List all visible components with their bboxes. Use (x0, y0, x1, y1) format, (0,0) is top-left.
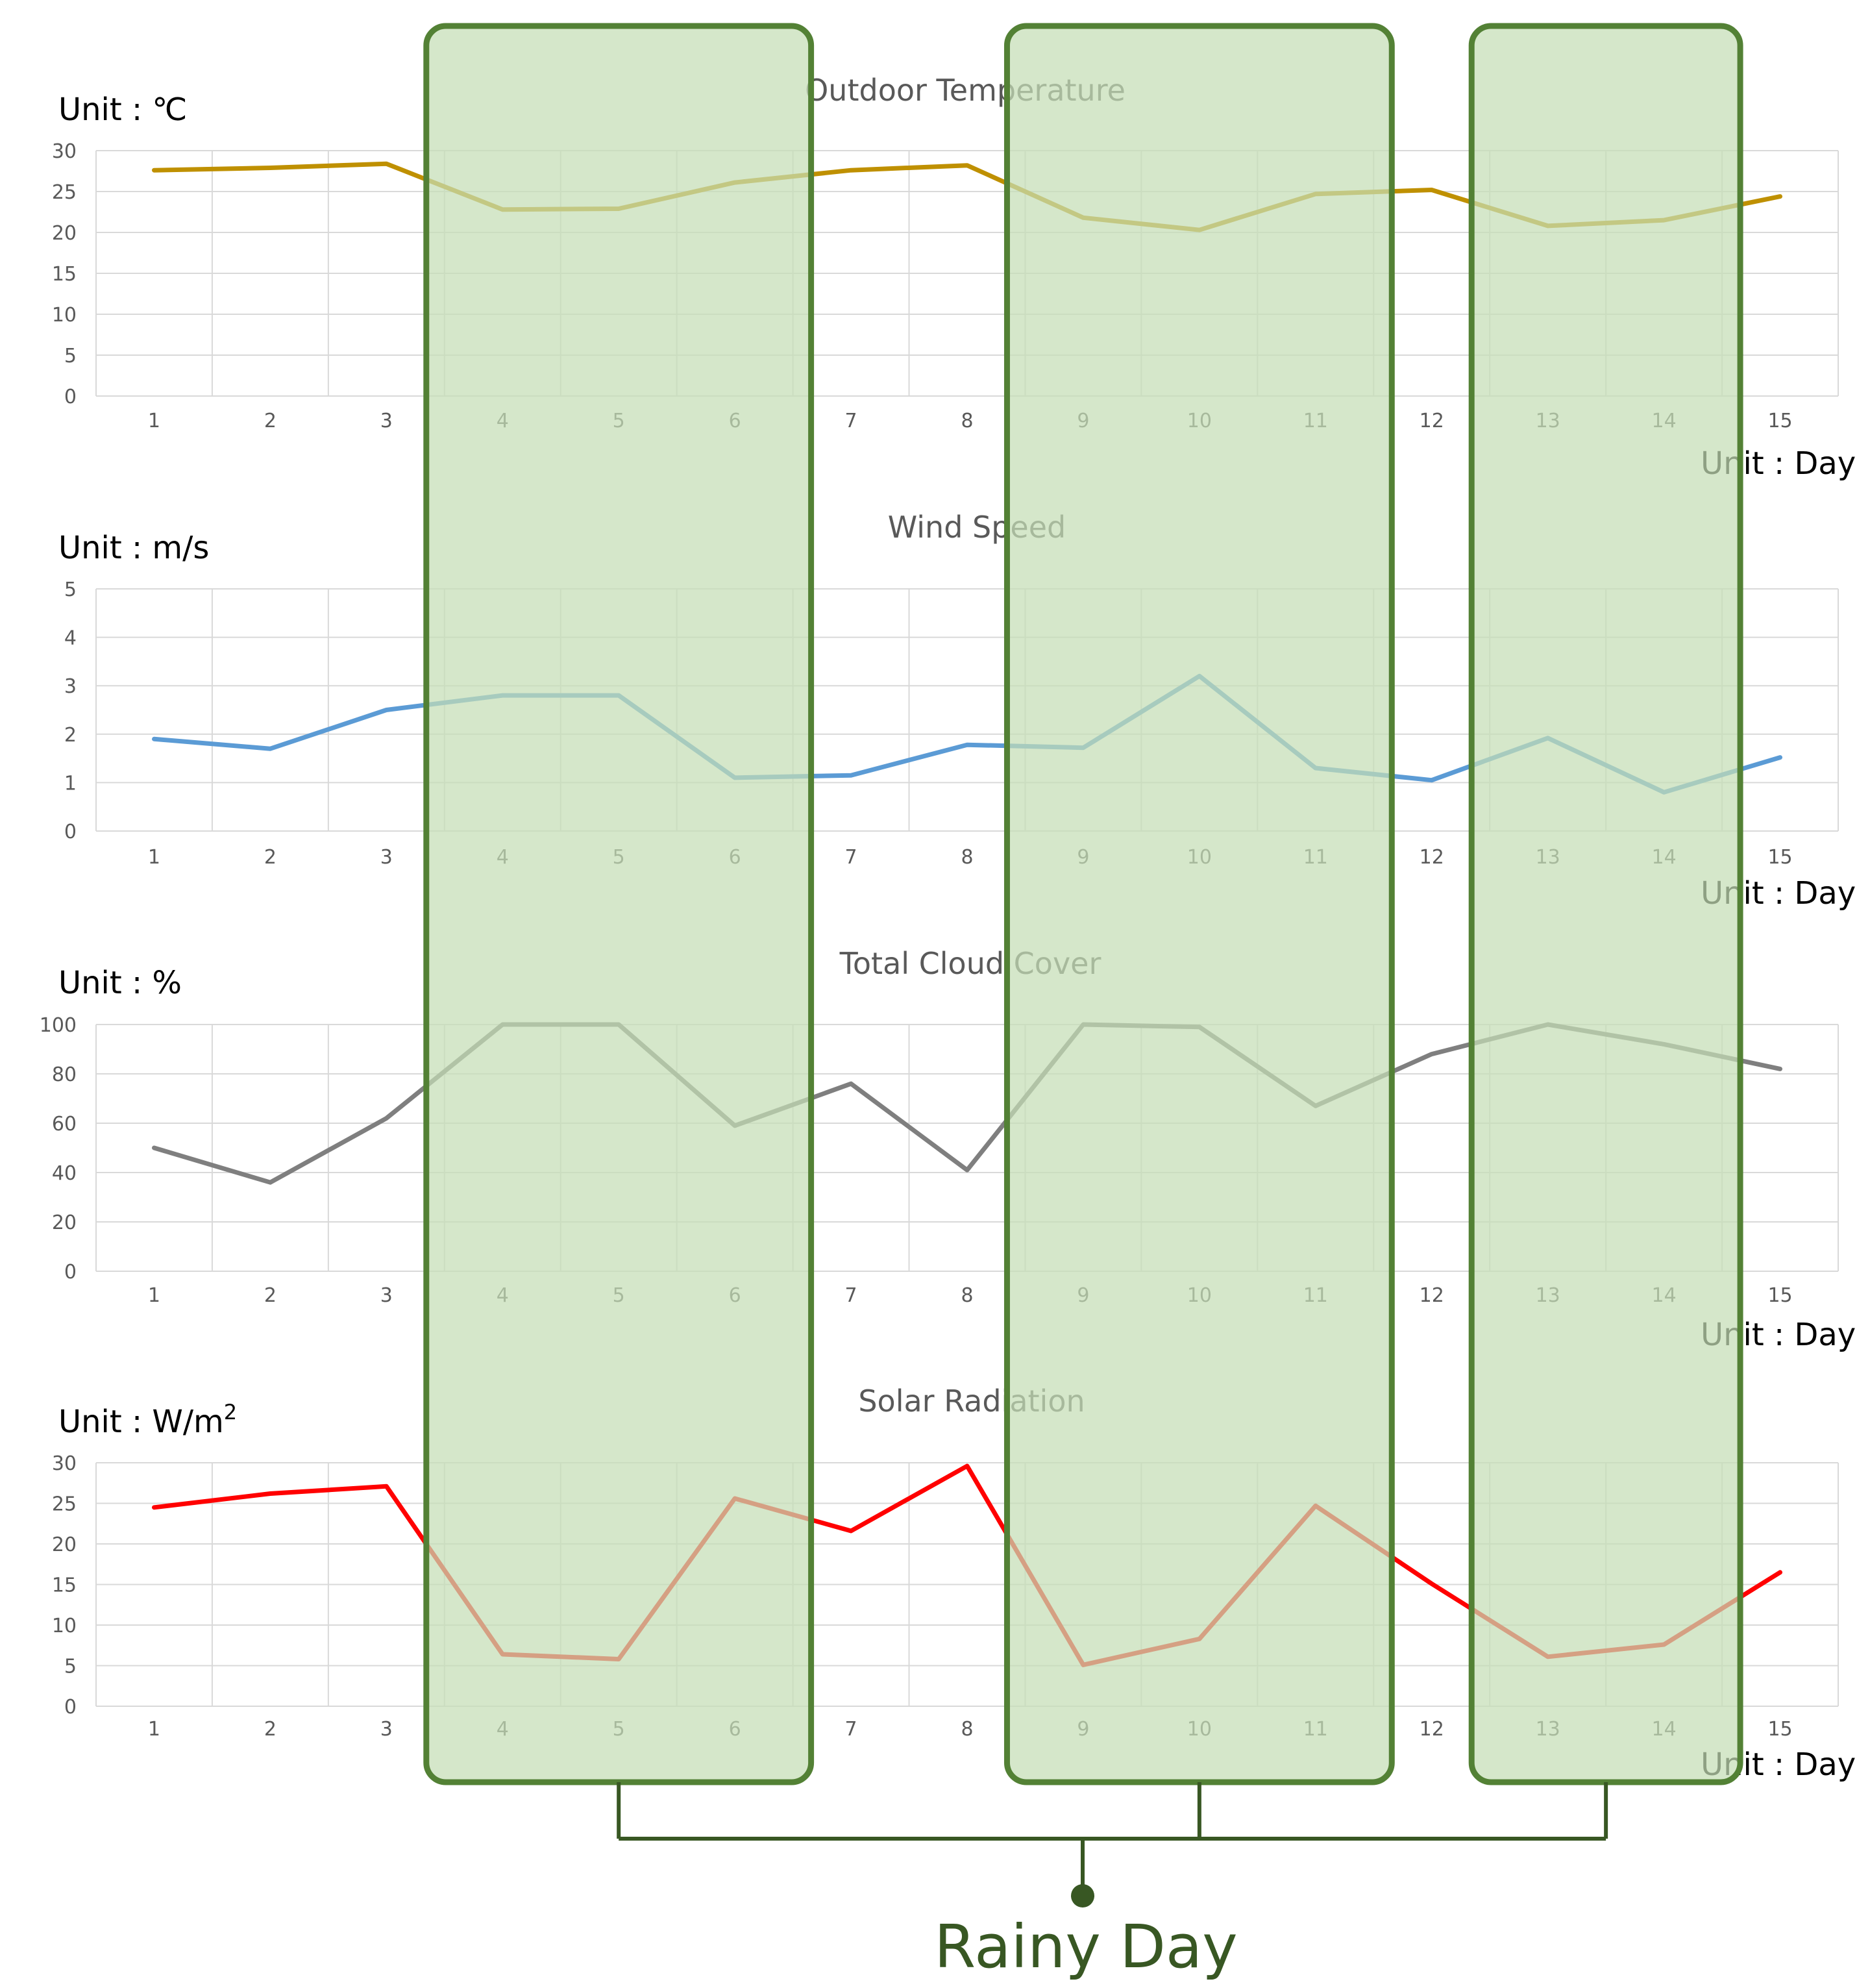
wind-x-tick-label: 3 (380, 846, 393, 869)
cloud-y-tick-label: 100 (40, 1014, 77, 1037)
cloud-y-tick-label: 60 (52, 1113, 77, 1136)
temperature-y-tick-label: 10 (52, 304, 77, 327)
temperature-x-tick-label: 15 (1767, 410, 1792, 432)
solar-x-tick-label: 1 (148, 1718, 160, 1741)
solar-x-tick-label: 15 (1767, 1718, 1792, 1741)
solar-y-tick-label: 5 (64, 1656, 77, 1678)
wind-x-tick-label: 15 (1767, 846, 1792, 869)
wind-x-tick-label: 8 (961, 846, 973, 869)
wind-y-unit-label: Unit : m/s (58, 530, 209, 566)
rainy-day-annotation (423, 23, 1743, 1907)
rainy-period-box (1468, 23, 1743, 1785)
cloud-y-tick-label: 40 (52, 1162, 77, 1185)
wind-x-tick-label: 7 (845, 846, 857, 869)
wind-y-tick-label: 1 (64, 772, 77, 795)
cloud-y-unit-label: Unit : % (58, 965, 182, 1001)
cloud-y-tick-label: 80 (52, 1063, 77, 1086)
solar-x-tick-label: 2 (264, 1718, 277, 1741)
wind-x-tick-label: 12 (1420, 846, 1444, 869)
cloud-x-tick-label: 2 (264, 1284, 277, 1307)
temperature-y-tick-label: 5 (64, 345, 77, 367)
wind-x-tick-label: 1 (148, 846, 160, 869)
cloud-x-tick-label: 8 (961, 1284, 973, 1307)
rainy-period-box (423, 23, 815, 1785)
cloud-y-tick-label: 20 (52, 1211, 77, 1234)
temperature-y-tick-label: 15 (52, 263, 77, 286)
solar-y-tick-label: 30 (52, 1452, 77, 1475)
solar-x-tick-label: 7 (845, 1718, 857, 1741)
solar-y-tick-label: 0 (64, 1696, 77, 1719)
cloud-x-tick-label: 3 (380, 1284, 393, 1307)
rainy-day-label: Rainy Day (934, 1912, 1238, 1982)
temperature-y-unit-label: Unit : ℃ (58, 92, 187, 128)
solar-x-tick-label: 8 (961, 1718, 973, 1741)
cloud-x-tick-label: 7 (845, 1284, 857, 1307)
solar-x-tick-label: 3 (380, 1718, 393, 1741)
wind-y-tick-label: 4 (64, 627, 77, 650)
wind-y-tick-label: 2 (64, 724, 77, 747)
solar-y-tick-label: 15 (52, 1574, 77, 1597)
wind-x-tick-label: 2 (264, 846, 277, 869)
temperature-x-tick-label: 8 (961, 410, 973, 432)
solar-y-unit-label: Unit : W/m2 (58, 1400, 237, 1440)
solar-y-tick-label: 20 (52, 1534, 77, 1556)
temperature-y-tick-label: 20 (52, 222, 77, 245)
cloud-y-tick-label: 0 (64, 1261, 77, 1284)
wind-y-tick-label: 3 (64, 675, 77, 698)
temperature-y-tick-label: 0 (64, 386, 77, 408)
wind-y-tick-label: 0 (64, 821, 77, 843)
temperature-y-tick-label: 25 (52, 181, 77, 204)
cloud-x-tick-label: 1 (148, 1284, 160, 1307)
temperature-x-tick-label: 7 (845, 410, 857, 432)
solar-y-unit-text: Unit : W/m (58, 1404, 224, 1440)
cloud-x-tick-label: 12 (1420, 1284, 1444, 1307)
rainy-bracket-dot (1071, 1884, 1094, 1907)
solar-y-tick-label: 10 (52, 1615, 77, 1637)
solar-y-unit-superscript: 2 (224, 1400, 237, 1424)
temperature-x-tick-label: 1 (148, 410, 160, 432)
solar-x-tick-label: 12 (1420, 1718, 1444, 1741)
rainy-period-box (1003, 23, 1395, 1785)
wind-y-tick-label: 5 (64, 578, 77, 601)
solar-y-tick-label: 25 (52, 1493, 77, 1516)
temperature-x-tick-label: 3 (380, 410, 393, 432)
temperature-x-tick-label: 2 (264, 410, 277, 432)
temperature-x-tick-label: 12 (1420, 410, 1444, 432)
cloud-x-tick-label: 15 (1767, 1284, 1792, 1307)
temperature-y-tick-label: 30 (52, 140, 77, 163)
